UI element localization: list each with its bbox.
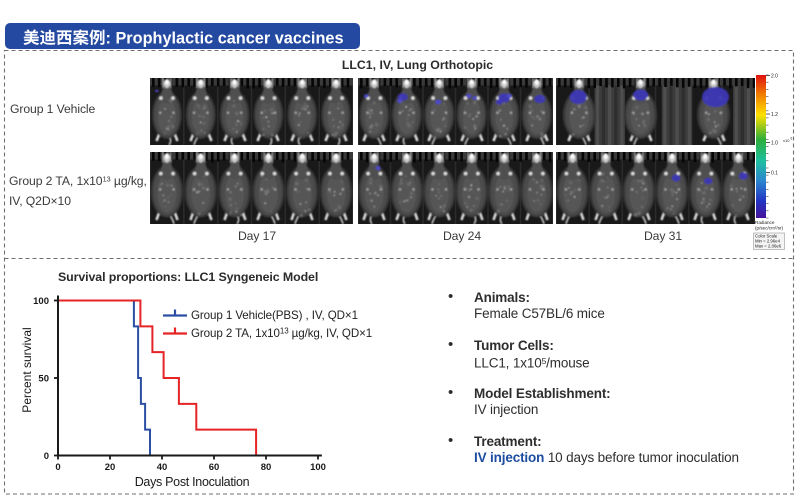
svg-text:(p/sec/cm²/sr): (p/sec/cm²/sr)	[755, 226, 784, 231]
svg-text:Group 1 Vehicle(PBS) , IV, QD×: Group 1 Vehicle(PBS) , IV, QD×1	[191, 309, 358, 322]
svg-text:20: 20	[105, 462, 116, 473]
svg-text:1.2: 1.2	[771, 112, 778, 118]
svg-text:80: 80	[261, 462, 272, 473]
svg-text:Percent survival: Percent survival	[20, 327, 34, 412]
svg-text:40: 40	[157, 462, 168, 473]
svg-text:6: 6	[791, 137, 793, 141]
svg-text:0: 0	[55, 462, 60, 473]
svg-text:Radiance: Radiance	[755, 220, 775, 225]
svg-text:100: 100	[33, 296, 49, 307]
svg-text:Group 2 TA, 1x1013 µg/kg, IV,: Group 2 TA, 1x1013 µg/kg, IV, QD×1	[191, 327, 372, 341]
svg-text:2.0: 2.0	[771, 74, 778, 80]
svg-text:Min = 2.96e4: Min = 2.96e4	[755, 239, 781, 244]
svg-text:: Prophylactic cancer vaccines: : Prophylactic cancer vaccines	[106, 29, 344, 47]
svg-text:Survival proportions: LLC1 Syn: Survival proportions: LLC1 Syngeneic Mod…	[58, 270, 318, 284]
svg-text:x10: x10	[783, 138, 790, 143]
svg-text:60: 60	[209, 462, 220, 473]
svg-text:1.0: 1.0	[771, 141, 778, 147]
svg-text:Days Post Inoculation: Days Post Inoculation	[135, 475, 250, 489]
svg-text:0.1: 0.1	[771, 171, 778, 177]
svg-text:Color Scale: Color Scale	[755, 234, 778, 239]
svg-text:50: 50	[38, 374, 49, 385]
svg-text:Max = 2.06e6: Max = 2.06e6	[755, 244, 782, 249]
svg-text:100: 100	[310, 462, 326, 473]
svg-text:0: 0	[44, 451, 49, 462]
